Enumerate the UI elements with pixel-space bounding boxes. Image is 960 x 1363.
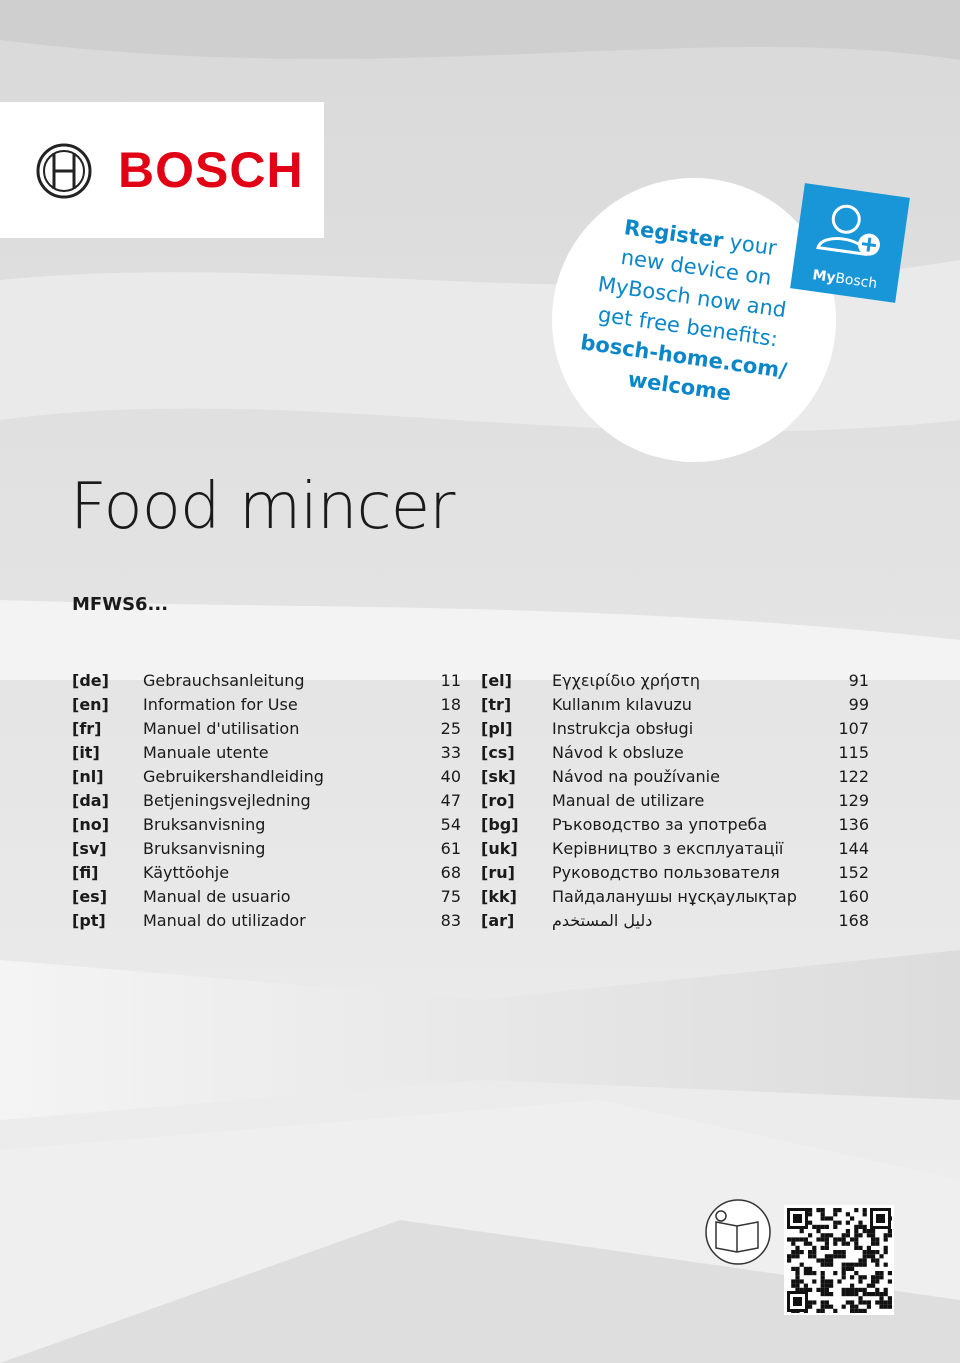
page-number: 107: [838, 719, 869, 738]
promo-text: Register your new device on MyBosch now an…: [549, 205, 832, 419]
badge-bosch: Bosch: [834, 270, 879, 293]
page-number: 40: [440, 767, 461, 786]
language-code: [ru]: [481, 863, 515, 882]
page-number: 99: [848, 695, 869, 714]
language-code: [fi]: [72, 863, 99, 882]
language-code: [cs]: [481, 743, 515, 762]
language-code: [kk]: [481, 887, 517, 906]
qr-code: [784, 1205, 894, 1315]
manual-name: Руководство пользователя: [552, 863, 780, 882]
language-code: [es]: [72, 887, 107, 906]
language-code: [fr]: [72, 719, 102, 738]
page-number: 18: [440, 695, 461, 714]
manual-name: Εγχειρίδιο χρήστη: [552, 671, 700, 690]
language-code: [en]: [72, 695, 109, 714]
page-number: 61: [440, 839, 461, 858]
page-number: 115: [838, 743, 869, 762]
manual-name: Bruksanvisning: [143, 839, 266, 858]
language-code: [it]: [72, 743, 100, 762]
language-code: [uk]: [481, 839, 518, 858]
language-code: [de]: [72, 671, 109, 690]
manual-name: Gebruikershandleiding: [143, 767, 324, 786]
page-number: 47: [440, 791, 461, 810]
page-number: 152: [838, 863, 869, 882]
page-number: 68: [440, 863, 461, 882]
page-number: 160: [838, 887, 869, 906]
language-code: [no]: [72, 815, 110, 834]
page-number: 33: [440, 743, 461, 762]
language-code: [bg]: [481, 815, 519, 834]
manual-name: Instrukcja obsługi: [552, 719, 694, 738]
language-code: [ar]: [481, 911, 515, 930]
title: Food mincer: [70, 470, 455, 544]
page-number: 25: [440, 719, 461, 738]
manual-name: Käyttöohje: [143, 863, 230, 882]
page-number: 168: [838, 911, 869, 930]
language-code: [sv]: [72, 839, 107, 858]
manual-name: دليل المستخدم: [552, 911, 653, 930]
logo-panel: [0, 102, 324, 238]
mybosch-badge: MyBosch: [790, 183, 910, 303]
manual-name: Пайдаланушы нұсқаулықтар: [552, 887, 797, 906]
language-code: [da]: [72, 791, 109, 810]
manual-name: Ръководство за употреба: [552, 815, 768, 834]
language-code: [tr]: [481, 695, 512, 714]
manual-name: Gebrauchsanleitung: [143, 671, 305, 690]
page-number: 54: [440, 815, 461, 834]
manual-name: Information for Use: [143, 695, 298, 714]
page-number: 11: [440, 671, 461, 690]
manual-name: Návod k obsluze: [552, 743, 684, 762]
language-code: [nl]: [72, 767, 104, 786]
manual-name: Kullanım kılavuzu: [552, 695, 692, 714]
language-code: [el]: [481, 671, 512, 690]
badge-my: My: [811, 267, 837, 287]
language-code: [ro]: [481, 791, 515, 810]
language-code: [pt]: [72, 911, 106, 930]
model: MFWS6...: [72, 594, 169, 615]
page-number: 83: [440, 911, 461, 930]
promo-segment: your: [721, 229, 779, 261]
page-number: 136: [838, 815, 869, 834]
manual-name: Manual do utilizador: [143, 911, 306, 930]
book-icon: [705, 1199, 771, 1265]
manual-name: Návod na používanie: [552, 767, 720, 786]
manual-name: Bruksanvisning: [143, 815, 266, 834]
language-code: [pl]: [481, 719, 513, 738]
manual-name: Manuale utente: [143, 743, 269, 762]
manual-name: Керівництво з експлуатації: [552, 839, 784, 858]
page-number: 122: [838, 767, 869, 786]
manual-name: Manual de utilizare: [552, 791, 705, 810]
bosch-armature: [36, 143, 92, 199]
brand: BOSCH: [118, 142, 304, 198]
user-icon: [816, 204, 880, 257]
language-code: [sk]: [481, 767, 516, 786]
manual-name: Betjeningsvejledning: [143, 791, 311, 810]
page-number: 91: [848, 671, 869, 690]
page-number: 75: [440, 887, 461, 906]
page-number: 144: [838, 839, 869, 858]
manual-name: Manuel d'utilisation: [143, 719, 300, 738]
page-number: 129: [838, 791, 869, 810]
manual-name: Manual de usuario: [143, 887, 291, 906]
